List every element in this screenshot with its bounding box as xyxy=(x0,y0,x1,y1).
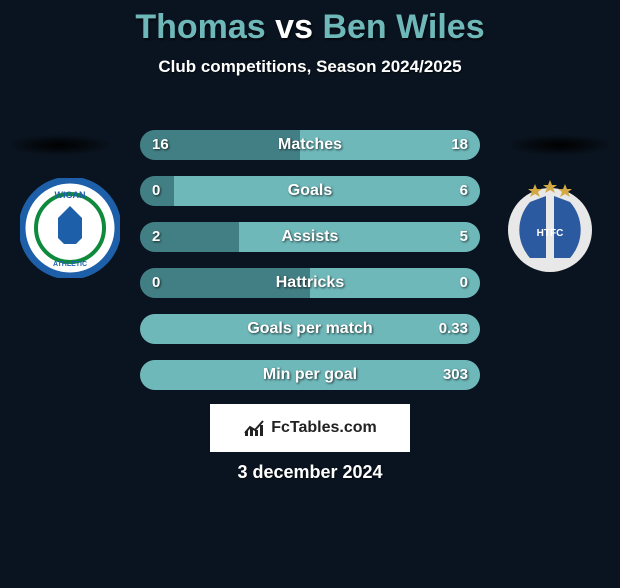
crest-shadow-left xyxy=(5,134,115,156)
stat-label: Goals per match xyxy=(140,314,480,344)
svg-text:WIGAN: WIGAN xyxy=(55,190,86,200)
stat-value-right: 5 xyxy=(460,222,468,252)
stat-row: 2Assists5 xyxy=(140,222,480,252)
stat-label: Hattricks xyxy=(140,268,480,298)
stat-label: Goals xyxy=(140,176,480,206)
wigan-crest-icon: WIGAN ATHLETIC xyxy=(20,178,120,278)
svg-text:HTFC: HTFC xyxy=(537,228,564,239)
stat-value-right: 0 xyxy=(460,268,468,298)
svg-text:ATHLETIC: ATHLETIC xyxy=(53,261,87,268)
attribution-text: FcTables.com xyxy=(271,419,377,437)
title-segment: vs xyxy=(266,8,323,46)
title-segment: Thomas xyxy=(135,8,265,46)
stat-row: Min per goal303 xyxy=(140,360,480,390)
team-crest-left: WIGAN ATHLETIC xyxy=(20,178,120,278)
date-text: 3 december 2024 xyxy=(0,462,620,483)
stat-label: Assists xyxy=(140,222,480,252)
page-title: Thomas vs Ben Wiles xyxy=(0,8,620,47)
attribution-badge: FcTables.com xyxy=(210,404,410,452)
stat-row: 0Goals6 xyxy=(140,176,480,206)
title-segment: Ben Wiles xyxy=(322,8,484,46)
stat-value-right: 6 xyxy=(460,176,468,206)
stat-label: Min per goal xyxy=(140,360,480,390)
stats-bars: 16Matches180Goals62Assists50Hattricks0Go… xyxy=(140,130,480,406)
team-crest-right: HTFC xyxy=(500,178,600,278)
stat-value-right: 0.33 xyxy=(439,314,468,344)
chart-icon xyxy=(243,419,265,437)
huddersfield-crest-icon: HTFC xyxy=(500,178,600,278)
stat-row: Goals per match0.33 xyxy=(140,314,480,344)
stat-row: 16Matches18 xyxy=(140,130,480,160)
stat-value-right: 18 xyxy=(451,130,468,160)
stat-label: Matches xyxy=(140,130,480,160)
stat-value-right: 303 xyxy=(443,360,468,390)
crest-shadow-right xyxy=(505,134,615,156)
subtitle: Club competitions, Season 2024/2025 xyxy=(0,57,620,77)
stat-row: 0Hattricks0 xyxy=(140,268,480,298)
